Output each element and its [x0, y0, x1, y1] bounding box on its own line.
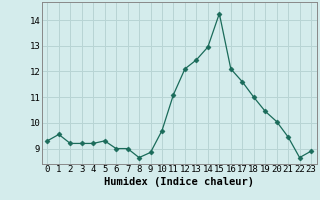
X-axis label: Humidex (Indice chaleur): Humidex (Indice chaleur): [104, 177, 254, 187]
